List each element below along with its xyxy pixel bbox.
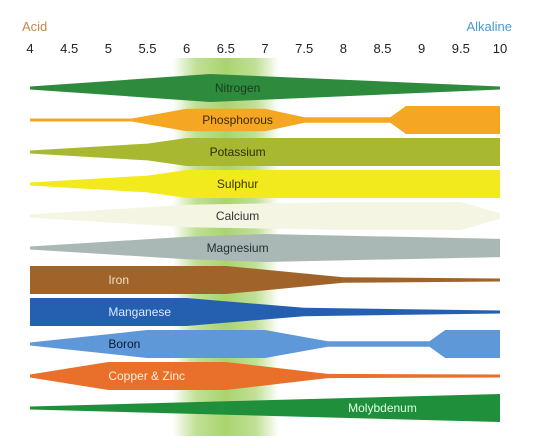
band-copper-zinc: Copper & Zinc bbox=[30, 362, 500, 390]
band-label-calcium: Calcium bbox=[216, 209, 259, 223]
band-shape-copper-zinc bbox=[30, 362, 500, 390]
tick-label: 9.5 bbox=[452, 41, 470, 56]
band-potassium: Potassium bbox=[30, 138, 500, 166]
band-shape-sulphur bbox=[30, 170, 500, 198]
band-label-phosphorous: Phosphorous bbox=[202, 113, 273, 127]
band-label-copper-zinc: Copper & Zinc bbox=[108, 369, 185, 383]
tick-label: 4 bbox=[26, 41, 33, 56]
acid-label: Acid bbox=[22, 19, 47, 34]
band-iron: Iron bbox=[30, 266, 500, 294]
nutrient-bands: Nitrogen Phosphorous Potassium Sulphur Calci… bbox=[30, 74, 500, 422]
band-nitrogen: Nitrogen bbox=[30, 74, 500, 102]
tick-label: 7 bbox=[261, 41, 268, 56]
band-manganese: Manganese bbox=[30, 298, 500, 326]
tick-label: 7.5 bbox=[295, 41, 313, 56]
band-molybdenum: Molybdenum bbox=[30, 394, 500, 422]
tick-label: 10 bbox=[493, 41, 507, 56]
band-label-iron: Iron bbox=[108, 273, 129, 287]
band-calcium: Calcium bbox=[30, 202, 500, 230]
tick-label: 5.5 bbox=[138, 41, 156, 56]
band-label-magnesium: Magnesium bbox=[207, 241, 269, 255]
band-label-manganese: Manganese bbox=[108, 305, 171, 319]
tick-label: 8 bbox=[340, 41, 347, 56]
band-shape-manganese bbox=[30, 298, 500, 326]
band-shape-phosphorous bbox=[30, 106, 500, 134]
band-shape-boron bbox=[30, 330, 500, 358]
tick-label: 6 bbox=[183, 41, 190, 56]
band-shape-molybdenum bbox=[30, 394, 500, 422]
tick-label: 5 bbox=[105, 41, 112, 56]
tick-label: 4.5 bbox=[60, 41, 78, 56]
band-label-molybdenum: Molybdenum bbox=[348, 401, 417, 415]
band-shape-nitrogen bbox=[30, 74, 500, 102]
band-phosphorous: Phosphorous bbox=[30, 106, 500, 134]
tick-label: 6.5 bbox=[217, 41, 235, 56]
band-label-nitrogen: Nitrogen bbox=[215, 81, 260, 95]
band-magnesium: Magnesium bbox=[30, 234, 500, 262]
tick-label: 9 bbox=[418, 41, 425, 56]
band-label-potassium: Potassium bbox=[210, 145, 266, 159]
band-label-boron: Boron bbox=[108, 337, 140, 351]
band-boron: Boron bbox=[30, 330, 500, 358]
tick-label: 8.5 bbox=[373, 41, 391, 56]
band-shape-magnesium bbox=[30, 234, 500, 262]
alkaline-label: Alkaline bbox=[466, 19, 512, 34]
band-label-sulphur: Sulphur bbox=[217, 177, 258, 191]
band-shape-calcium bbox=[30, 202, 500, 230]
band-sulphur: Sulphur bbox=[30, 170, 500, 198]
band-shape-iron bbox=[30, 266, 500, 294]
ph-axis-ticks: 4 4.5 5 5.5 6 6.5 7 7.5 8 8.5 9 9.5 10 bbox=[26, 41, 507, 56]
band-shape-potassium bbox=[30, 138, 500, 166]
